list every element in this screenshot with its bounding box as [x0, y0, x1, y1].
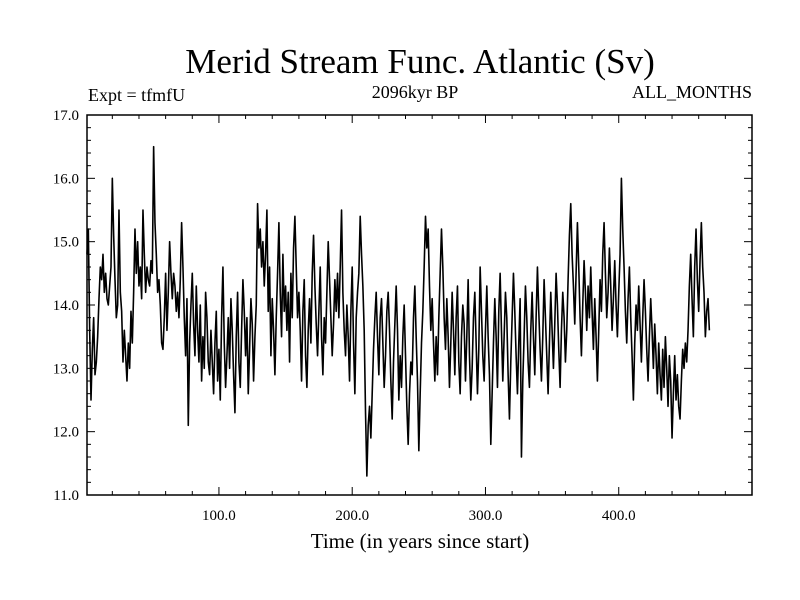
x-tick-labels: 100.0 200.0 300.0 400.0	[202, 508, 636, 524]
y-tick-labels: 11.0 12.0 13.0 14.0 15.0 16.0 17.0	[53, 108, 79, 504]
y-tick-label: 16.0	[53, 171, 79, 187]
x-tick-label: 300.0	[469, 508, 503, 524]
y-tick-label: 15.0	[53, 235, 79, 251]
x-tick-label: 100.0	[202, 508, 236, 524]
period-label: 2096kyr BP	[372, 82, 459, 102]
chart-title: Merid Stream Func. Atlantic (Sv)	[185, 42, 655, 81]
y-tick-label: 11.0	[53, 488, 79, 504]
y-tick-label: 12.0	[53, 425, 79, 441]
expt-label: Expt = tfmfU	[88, 85, 185, 105]
x-axis-label: Time (in years since start)	[311, 529, 530, 553]
y-tick-label: 17.0	[53, 108, 79, 124]
x-tick-label: 200.0	[335, 508, 369, 524]
plot-frame	[86, 114, 753, 496]
y-tick-label: 14.0	[53, 298, 79, 314]
series-line	[86, 145, 711, 477]
x-tick-label: 400.0	[602, 508, 636, 524]
months-label: ALL_MONTHS	[632, 82, 752, 102]
y-tick-label: 13.0	[53, 361, 79, 377]
